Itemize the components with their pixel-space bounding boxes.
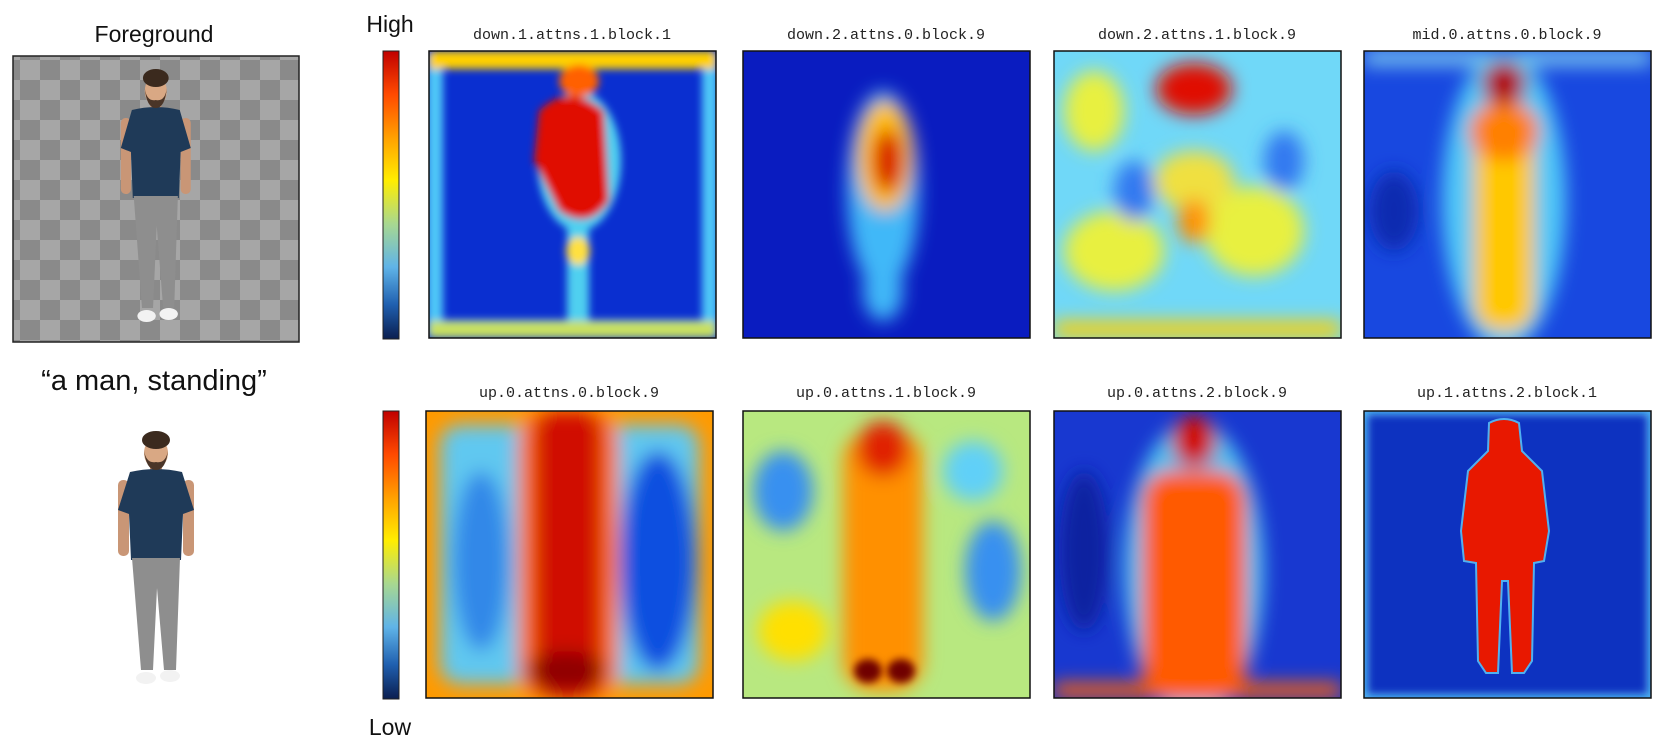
map-shape — [440, 411, 699, 698]
map-shape — [429, 321, 716, 338]
map-shape — [534, 411, 602, 698]
map-shape — [1364, 51, 1651, 338]
colorbar — [382, 410, 400, 700]
map-shape — [534, 96, 609, 219]
map-shape — [566, 237, 590, 265]
map-shape — [742, 50, 1031, 339]
map-shape — [753, 451, 813, 531]
map-shape — [1054, 411, 1341, 698]
map-shape — [1064, 211, 1164, 291]
map-shape — [872, 129, 904, 193]
map-shape — [843, 431, 923, 691]
map-shape — [559, 65, 599, 97]
map-shape — [753, 421, 1021, 691]
map-shape — [1459, 418, 1551, 674]
map-title: down.2.attns.0.block.9 — [787, 27, 985, 44]
map-shape — [1054, 415, 1341, 698]
map-shape — [1363, 50, 1652, 339]
map-shape — [453, 471, 509, 651]
map-shape — [743, 411, 1030, 698]
map-title: down.2.attns.1.block.9 — [1098, 27, 1296, 44]
map-shape — [620, 451, 696, 671]
map-title: up.0.attns.1.block.9 — [796, 385, 976, 402]
map-shape — [1059, 471, 1109, 631]
map-shape — [567, 221, 589, 321]
map-shape — [1482, 61, 1526, 105]
map-shape — [1053, 410, 1342, 699]
attention-map — [428, 50, 717, 339]
map-shape — [1154, 151, 1234, 211]
map-shape — [1054, 321, 1341, 338]
map-shape — [526, 651, 606, 691]
map-shape — [1053, 50, 1342, 339]
attention-map — [742, 50, 1031, 339]
map-shape — [425, 410, 714, 699]
map-shape — [854, 659, 882, 683]
map-shape — [1459, 418, 1551, 674]
attention-map — [425, 410, 714, 699]
map-shape — [742, 410, 1031, 699]
map-shape — [1114, 161, 1154, 221]
map-shape — [887, 659, 915, 683]
map-shape — [1054, 51, 1341, 338]
attention-map — [1363, 410, 1652, 699]
colorbar — [382, 50, 400, 340]
map-shape — [1264, 131, 1304, 191]
map-shape — [1172, 415, 1216, 467]
map-shape — [1474, 101, 1534, 331]
map-shape — [1469, 101, 1539, 161]
map-shape — [1369, 171, 1419, 251]
map-title: mid.0.attns.0.block.9 — [1412, 27, 1601, 44]
map-shape — [1156, 63, 1232, 115]
map-shape — [429, 51, 716, 338]
map-shape — [743, 51, 1030, 338]
map-shape — [429, 51, 716, 69]
map-shape — [965, 521, 1021, 621]
map-shape — [1363, 410, 1652, 699]
prompt: “a man, standing” — [41, 365, 267, 397]
colorbar-low: Low — [369, 714, 412, 740]
map-title: up.0.attns.0.block.9 — [479, 385, 659, 402]
map-shape — [428, 50, 717, 339]
map-shape — [857, 421, 909, 477]
attention-map — [1053, 410, 1342, 699]
map-shape — [758, 601, 828, 661]
map-title: up.0.attns.2.block.9 — [1107, 385, 1287, 402]
map-shape — [1064, 71, 1124, 151]
map-title: up.1.attns.2.block.1 — [1417, 385, 1597, 402]
colorbar-high: High — [366, 11, 413, 37]
generated-person — [118, 431, 194, 684]
map-shape — [1204, 186, 1304, 276]
foreground-title: Foreground — [95, 21, 214, 47]
map-shape — [1364, 51, 1651, 338]
map-shape — [863, 261, 903, 321]
attention-map — [742, 410, 1031, 699]
attention-map — [1363, 50, 1652, 339]
map-shape — [847, 91, 919, 321]
map-shape — [1142, 471, 1246, 698]
map-shape — [429, 51, 716, 338]
map-shape — [943, 441, 1003, 501]
map-title: down.1.attns.1.block.1 — [473, 27, 671, 44]
map-shape — [1054, 63, 1341, 338]
map-shape — [1178, 199, 1210, 243]
map-shape — [1364, 411, 1651, 698]
map-shape — [426, 411, 713, 698]
attention-map — [1053, 50, 1342, 339]
